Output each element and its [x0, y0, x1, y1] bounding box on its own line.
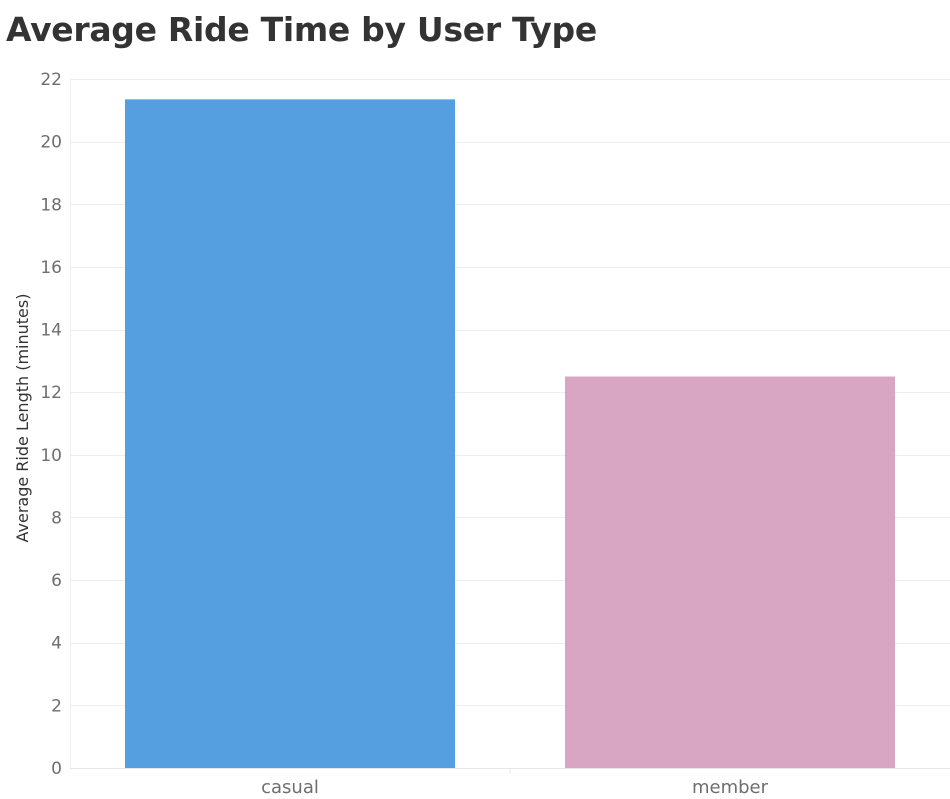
y-tick-label: 22: [40, 70, 62, 90]
y-tick-label: 14: [40, 321, 62, 341]
y-axis-label: Average Ride Length (minutes): [13, 294, 32, 543]
y-tick-label: 4: [51, 634, 62, 654]
y-tick-label: 12: [40, 383, 62, 403]
bar-casual[interactable]: [125, 99, 455, 769]
x-category-label: casual: [261, 777, 319, 798]
y-tick-label: 10: [40, 446, 62, 466]
bars: [125, 99, 895, 769]
y-tick-label: 6: [51, 571, 62, 591]
x-category-label: member: [692, 777, 769, 798]
y-tick-label: 18: [40, 195, 62, 215]
bar-member[interactable]: [565, 376, 895, 768]
y-axis-ticks: 0 2 4 6 8 10 12 14 16 18 20 22: [40, 70, 62, 779]
y-tick-label: 20: [40, 133, 62, 153]
y-tick-label: 8: [51, 508, 62, 528]
chart-title: Average Ride Time by User Type: [6, 10, 597, 49]
y-tick-label: 0: [51, 759, 62, 779]
x-axis-categories: casual member: [261, 768, 769, 798]
y-tick-label: 2: [51, 696, 62, 716]
y-tick-label: 16: [40, 258, 62, 278]
